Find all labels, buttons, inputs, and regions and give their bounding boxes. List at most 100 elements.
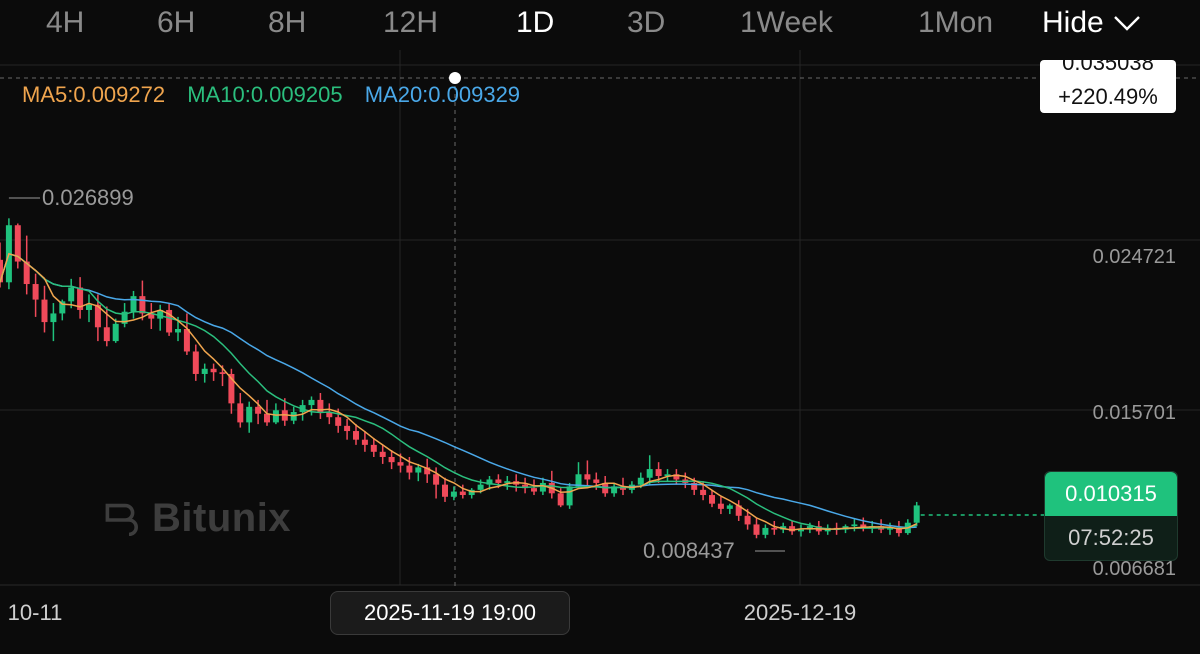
candle-body	[228, 373, 235, 404]
y-tick-label: 0.015701	[1093, 402, 1176, 424]
crosshair-price-badge: 0.035038 +220.49%	[1040, 60, 1176, 113]
candle-body	[94, 304, 101, 328]
candle-body	[468, 489, 475, 496]
x-axis: 10-11 2025-12-19	[8, 600, 857, 625]
candle-body	[726, 505, 733, 509]
candle-body	[433, 474, 440, 485]
candle-body	[237, 403, 244, 423]
candle-body	[86, 304, 92, 310]
candle-body	[317, 399, 324, 413]
ma20-line	[0, 252, 917, 529]
bitunix-logo-icon	[105, 503, 138, 536]
candle-body	[406, 465, 413, 473]
candle-body	[424, 467, 431, 475]
candle-body	[691, 482, 698, 490]
bitunix-watermark: Bitunix	[102, 496, 291, 541]
candle-body	[139, 296, 146, 314]
candle-body	[379, 451, 386, 457]
crosshair-point	[449, 72, 461, 84]
tab-1d[interactable]: 1D	[516, 6, 555, 39]
candle-body	[77, 287, 84, 310]
tab-8h[interactable]: 8H	[268, 6, 307, 39]
ma10-legend: MA10:0.009205	[187, 82, 343, 107]
candle-body	[655, 469, 662, 477]
candle-body	[851, 524, 858, 527]
tab-1week[interactable]: 1Week	[740, 6, 833, 39]
candle-body	[789, 526, 796, 532]
candle-body	[388, 456, 395, 463]
candle-body	[531, 488, 537, 492]
candle-body	[646, 469, 653, 478]
chart-grid	[0, 50, 1200, 586]
candle-body	[148, 313, 155, 319]
candle-body	[575, 474, 582, 487]
crosshair-price: 0.035038	[1062, 60, 1154, 75]
last-price: 0.010315	[1045, 472, 1177, 516]
candle-body	[68, 287, 75, 302]
candle-body	[566, 486, 573, 506]
candle-body	[246, 406, 253, 423]
candles	[0, 218, 920, 539]
candle-body	[397, 462, 404, 466]
candle-body	[0, 259, 3, 283]
candle-body	[219, 372, 226, 374]
candle-body	[539, 482, 546, 492]
candle-body	[709, 495, 715, 504]
candle-body	[771, 527, 778, 530]
ma20-legend: MA20:0.009329	[364, 82, 521, 107]
candle-body	[50, 313, 57, 323]
candle-body	[175, 329, 181, 333]
tab-6h[interactable]: 6H	[157, 6, 196, 39]
tab-12h[interactable]: 12H	[383, 6, 439, 39]
candle-body	[210, 368, 217, 373]
candle-body	[798, 529, 804, 532]
last-price-box: 0.010315 07:52:25	[1044, 471, 1178, 561]
tab-3d[interactable]: 3D	[627, 6, 666, 39]
candle-body	[192, 351, 199, 374]
candle-body	[415, 467, 422, 473]
ma-legend: MA5:0.009272 MA10:0.009205 MA20:0.009329	[22, 82, 536, 108]
y-tick-label: 0.024721	[1093, 246, 1176, 268]
crosshair-time-badge: 2025-11-19 19:00	[330, 591, 570, 635]
candle-body	[14, 225, 21, 262]
candle-body	[637, 477, 644, 485]
candle-body	[59, 301, 66, 314]
candle-body	[32, 284, 39, 300]
y-axis: 0.024721 0.015701 0.006681	[1093, 246, 1176, 580]
candle-body	[41, 299, 48, 323]
candle-body	[201, 368, 208, 374]
candle-body	[112, 323, 119, 342]
candle-body	[130, 296, 137, 312]
candle-body	[23, 261, 30, 285]
hide-toggle[interactable]: Hide	[1042, 6, 1142, 40]
ma10-line	[0, 252, 917, 531]
tab-1mon[interactable]: 1Mon	[918, 6, 994, 39]
candle-body	[744, 515, 751, 525]
candle-body	[183, 329, 190, 352]
candle-body	[504, 481, 511, 483]
tab-4h[interactable]: 4H	[46, 6, 85, 39]
candle-body	[308, 399, 315, 406]
candle-body	[664, 474, 671, 477]
chevron-down-icon	[1113, 16, 1140, 31]
candle-body	[103, 327, 110, 342]
ma5-legend: MA5:0.009272	[22, 82, 166, 107]
candle-body	[611, 486, 618, 494]
candle-body	[166, 309, 173, 333]
candle-body	[753, 524, 760, 535]
candle-body	[272, 410, 279, 423]
candle-body	[344, 425, 351, 432]
candle-body	[353, 431, 359, 440]
candle-body	[121, 311, 128, 324]
candle-body	[673, 474, 680, 480]
candle-body	[450, 491, 457, 497]
candle-body	[584, 474, 591, 480]
x-tick-label: 2025-12-19	[744, 600, 857, 625]
watermark-text: Bitunix	[152, 496, 292, 540]
candle-body	[495, 479, 502, 483]
candle-body	[326, 412, 333, 418]
candle-body	[735, 505, 742, 516]
candle-body	[370, 444, 377, 452]
high-annotation: 0.026899	[42, 185, 134, 210]
